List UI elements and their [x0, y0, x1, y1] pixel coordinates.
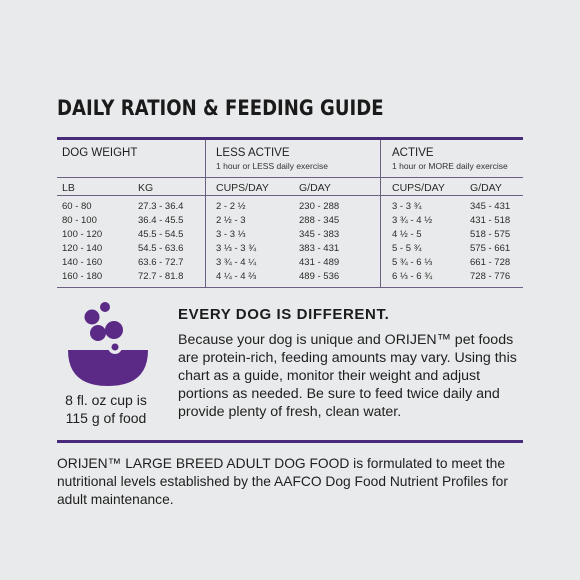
cell-lb: 160 - 180 — [62, 271, 103, 282]
cell-kg: 72.7 - 81.8 — [138, 271, 184, 282]
cell-cups-less: 3 ⅓ - 3 ¾ — [216, 243, 257, 254]
cell-g-active: 728 - 776 — [470, 271, 511, 282]
col-g-less-header: G/DAY — [299, 182, 331, 194]
table-row: 100 - 120 45.5 - 54.5 3 - 3 ⅓ 345 - 383 … — [57, 229, 523, 243]
cell-lb: 60 - 80 — [62, 201, 92, 212]
cell-lb: 140 - 160 — [62, 257, 103, 268]
table-bottom-divider — [57, 287, 523, 288]
col-g-active-header: G/DAY — [470, 182, 502, 194]
cell-cups-less: 4 ¼ - 4 ⅔ — [216, 271, 257, 282]
cell-cups-active: 6 ⅓ - 6 ¾ — [392, 271, 433, 282]
col-cups-active-header: CUPS/DAY — [392, 182, 445, 194]
cell-cups-active: 5 - 5 ¾ — [392, 243, 422, 254]
cup-caption-line-1: 8 fl. oz cup is — [65, 392, 147, 408]
col-kg-header: KG — [138, 182, 154, 194]
cell-cups-active: 3 ¾ - 4 ½ — [392, 215, 433, 226]
cell-g-active: 431 - 518 — [470, 215, 511, 226]
cell-cups-less: 3 - 3 ⅓ — [216, 229, 246, 240]
col-lb-header: LB — [62, 182, 75, 194]
cell-g-active: 345 - 431 — [470, 201, 511, 212]
less-active-subheader: 1 hour or LESS daily exercise — [216, 161, 328, 171]
active-subheader: 1 hour or MORE daily exercise — [392, 161, 508, 171]
cell-kg: 63.6 - 72.7 — [138, 257, 184, 268]
table-row: 80 - 100 36.4 - 45.5 2 ½ - 3 288 - 345 3… — [57, 215, 523, 229]
footer-divider — [57, 440, 523, 443]
table-row: 160 - 180 72.7 - 81.8 4 ¼ - 4 ⅔ 489 - 53… — [57, 271, 523, 285]
less-active-header: LESS ACTIVE — [216, 147, 290, 159]
cell-g-less: 345 - 383 — [299, 229, 340, 240]
cell-cups-less: 2 ½ - 3 — [216, 215, 246, 226]
cell-cups-active: 3 - 3 ¾ — [392, 201, 422, 212]
cell-g-active: 575 - 661 — [470, 243, 511, 254]
cell-lb: 80 - 100 — [62, 215, 97, 226]
every-dog-different-heading: EVERY DOG IS DIFFERENT. — [178, 306, 390, 323]
header-divider — [57, 177, 523, 178]
cell-kg: 54.5 - 63.6 — [138, 243, 184, 254]
cell-cups-active: 4 ½ - 5 — [392, 229, 422, 240]
cell-kg: 36.4 - 45.5 — [138, 215, 184, 226]
cell-g-less: 230 - 288 — [299, 201, 340, 212]
aafco-statement: ORIJEN™ LARGE BREED ADULT DOG FOOD is fo… — [57, 456, 508, 507]
cell-g-less: 288 - 345 — [299, 215, 340, 226]
table-row: 120 - 140 54.5 - 63.6 3 ⅓ - 3 ¾ 383 - 43… — [57, 243, 523, 257]
cell-cups-less: 2 - 2 ½ — [216, 201, 246, 212]
cell-g-active: 661 - 728 — [470, 257, 511, 268]
active-header: ACTIVE — [392, 147, 434, 159]
cell-g-less: 431 - 489 — [299, 257, 340, 268]
subheader-divider — [57, 195, 523, 196]
table-row: 60 - 80 27.3 - 36.4 2 - 2 ½ 230 - 288 3 … — [57, 201, 523, 215]
cell-cups-active: 5 ¾ - 6 ⅓ — [392, 257, 433, 268]
page-title: DAILY RATION & FEEDING GUIDE — [57, 96, 384, 120]
column-divider — [205, 140, 206, 288]
cell-g-less: 489 - 536 — [299, 271, 340, 282]
cup-caption: 8 fl. oz cup is 115 g of food — [60, 391, 152, 427]
cell-kg: 27.3 - 36.4 — [138, 201, 184, 212]
title-divider — [57, 137, 523, 140]
cell-cups-less: 3 ¾ - 4 ¼ — [216, 257, 257, 268]
cell-kg: 45.5 - 54.5 — [138, 229, 184, 240]
feeding-table: DOG WEIGHT LESS ACTIVE 1 hour or LESS da… — [57, 140, 523, 288]
cell-g-active: 518 - 575 — [470, 229, 511, 240]
table-row: 140 - 160 63.6 - 72.7 3 ¾ - 4 ¼ 431 - 48… — [57, 257, 523, 271]
cell-lb: 100 - 120 — [62, 229, 103, 240]
column-divider — [380, 140, 381, 288]
col-cups-less-header: CUPS/DAY — [216, 182, 269, 194]
food-bowl-icon — [62, 300, 152, 390]
dog-weight-header: DOG WEIGHT — [62, 147, 138, 159]
cell-lb: 120 - 140 — [62, 243, 103, 254]
every-dog-different-body: Because your dog is unique and ORIJEN™ p… — [178, 332, 517, 420]
cup-caption-line-2: 115 g of food — [65, 410, 147, 426]
cell-g-less: 383 - 431 — [299, 243, 340, 254]
